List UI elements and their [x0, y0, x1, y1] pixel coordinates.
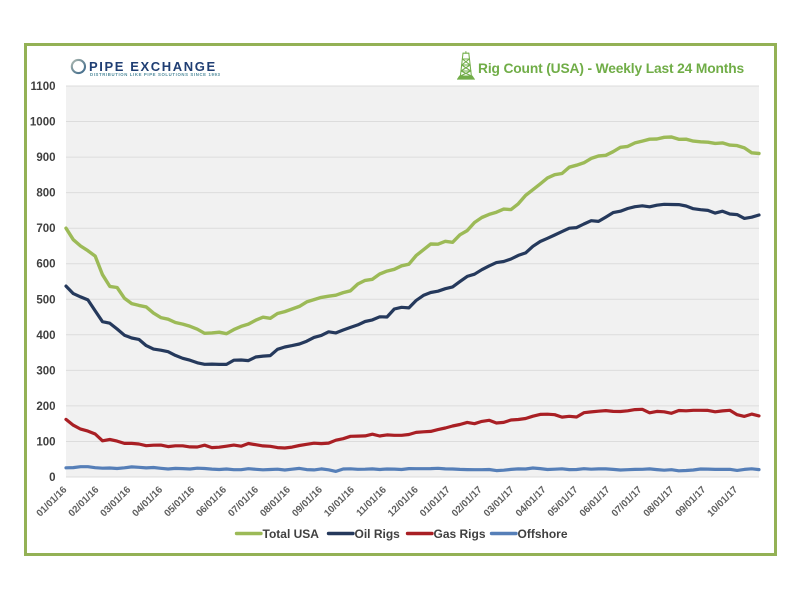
- svg-text:Oil Rigs: Oil Rigs: [355, 527, 401, 541]
- svg-text:09/01/17: 09/01/17: [674, 484, 709, 519]
- svg-text:300: 300: [36, 365, 55, 377]
- svg-text:10/01/17: 10/01/17: [705, 484, 740, 519]
- svg-text:500: 500: [36, 294, 55, 306]
- svg-text:04/01/16: 04/01/16: [130, 484, 165, 519]
- svg-text:12/01/16: 12/01/16: [386, 484, 421, 519]
- svg-text:1000: 1000: [30, 117, 56, 129]
- svg-text:200: 200: [36, 401, 55, 413]
- svg-text:06/01/16: 06/01/16: [194, 484, 229, 519]
- svg-text:Gas Rigs: Gas Rigs: [434, 527, 486, 541]
- svg-text:Total USA: Total USA: [263, 527, 320, 541]
- svg-text:06/01/17: 06/01/17: [578, 484, 613, 519]
- svg-text:05/01/16: 05/01/16: [162, 484, 197, 519]
- svg-text:02/01/16: 02/01/16: [67, 484, 102, 519]
- svg-text:07/01/17: 07/01/17: [610, 484, 645, 519]
- svg-text:100: 100: [36, 437, 55, 449]
- svg-text:08/01/17: 08/01/17: [642, 484, 677, 519]
- svg-text:04/01/17: 04/01/17: [514, 484, 549, 519]
- svg-text:01/01/17: 01/01/17: [418, 484, 453, 519]
- svg-text:08/01/16: 08/01/16: [258, 484, 293, 519]
- svg-text:600: 600: [36, 259, 55, 271]
- svg-text:03/01/17: 03/01/17: [482, 484, 517, 519]
- svg-text:03/01/16: 03/01/16: [98, 484, 133, 519]
- svg-text:09/01/16: 09/01/16: [290, 484, 325, 519]
- svg-text:800: 800: [36, 188, 55, 200]
- svg-text:01/01/16: 01/01/16: [35, 484, 70, 519]
- svg-text:1100: 1100: [31, 81, 56, 93]
- svg-text:10/01/16: 10/01/16: [322, 484, 357, 519]
- svg-text:900: 900: [36, 152, 55, 164]
- svg-text:700: 700: [36, 223, 55, 235]
- svg-text:05/01/17: 05/01/17: [546, 484, 581, 519]
- svg-text:400: 400: [36, 330, 55, 342]
- svg-text:0: 0: [49, 472, 55, 484]
- svg-text:Offshore: Offshore: [518, 527, 568, 541]
- svg-text:02/01/17: 02/01/17: [450, 484, 485, 519]
- svg-text:11/01/16: 11/01/16: [354, 484, 389, 519]
- svg-text:07/01/16: 07/01/16: [226, 484, 261, 519]
